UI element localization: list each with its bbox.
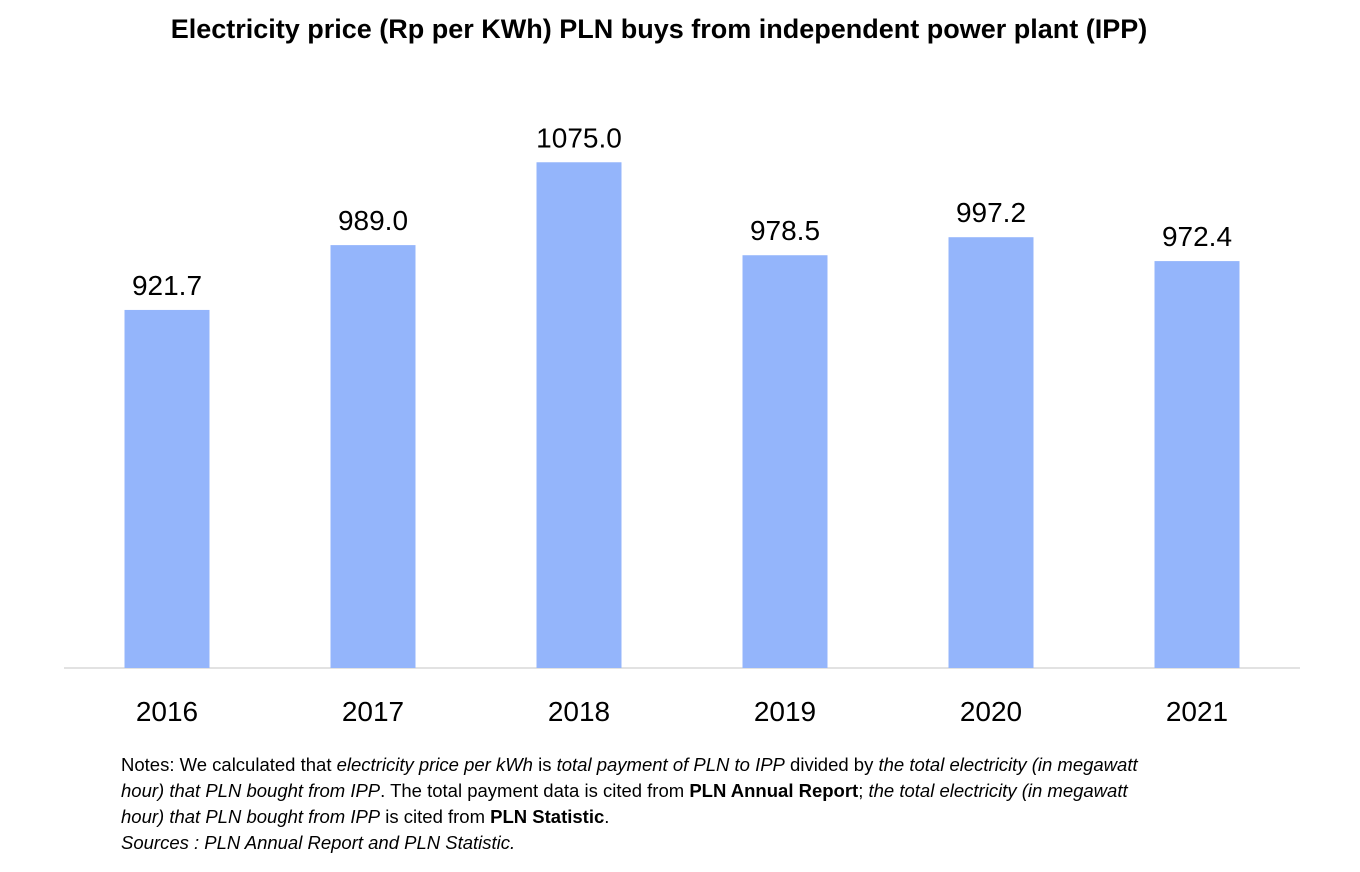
notes-bold: PLN Statistic [490,806,605,827]
bars-group [124,162,1240,669]
notes-text: divided by [784,754,879,775]
notes-italic: hour) that PLN bought from IPP [121,806,381,827]
data-label-2021: 972.4 [1162,221,1232,252]
x-tick-2019: 2019 [754,696,816,727]
chart-notes: Notes: We calculated that electricity pr… [121,752,1281,856]
x-tick-2018: 2018 [548,696,610,727]
bar-2018 [536,162,622,668]
bar-2020 [948,237,1034,669]
notes-italic: total payment of PLN to IPP [556,754,785,775]
data-label-2019: 978.5 [750,215,820,246]
x-tick-2017: 2017 [342,696,404,727]
notes-text: is [532,754,557,775]
notes-text: . [604,806,610,827]
data-label-2018: 1075.0 [536,122,622,153]
bar-2017 [330,245,416,668]
notes-italic: the total electricity (in megawatt [868,780,1128,801]
data-label-2020: 997.2 [956,197,1026,228]
notes-line-2: hour) that PLN bought from IPP. The tota… [121,778,1281,804]
x-tick-2020: 2020 [960,696,1022,727]
notes-line-1: Notes: We calculated that electricity pr… [121,752,1281,778]
notes-italic: electricity price per kWh [336,754,533,775]
x-tick-2016: 2016 [136,696,198,727]
chart-title: Electricity price (Rp per KWh) PLN buys … [170,14,1148,44]
notes-text: is cited from [380,806,491,827]
data-label-2016: 921.7 [132,270,202,301]
data-labels-group: 921.7 989.0 1075.0 978.5 997.2 972.4 [132,122,1232,301]
notes-italic: the total electricity (in megawatt [878,754,1138,775]
notes-text: . The total payment data is cited from [380,780,690,801]
bar-chart: 921.7 989.0 1075.0 978.5 997.2 972.4 2016 2017… [64,122,1300,727]
notes-text: Notes: We calculated that [121,754,337,775]
notes-line-3: hour) that PLN bought from IPP is cited … [121,804,1281,830]
data-label-2017: 989.0 [338,205,408,236]
x-tick-labels-group: 2016 2017 2018 2019 2020 2021 [136,696,1228,727]
notes-bold: PLN Annual Report [689,780,859,801]
bar-2019 [742,255,828,668]
bar-2016 [124,309,210,668]
notes-text: ; [858,780,869,801]
x-tick-2021: 2021 [1166,696,1228,727]
notes-italic: hour) that PLN bought from IPP [121,780,381,801]
bar-2021 [1154,261,1240,668]
sources-line: Sources : PLN Annual Report and PLN Stat… [121,832,516,853]
